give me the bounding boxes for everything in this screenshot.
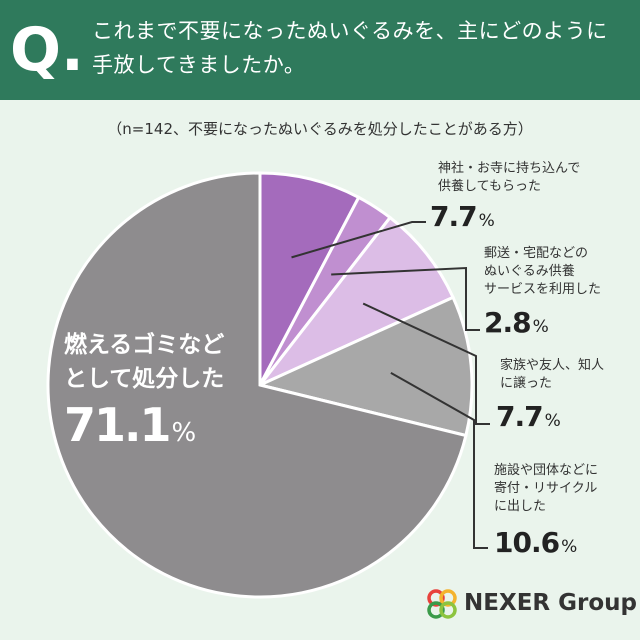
q-letter: Q. bbox=[10, 15, 84, 85]
question-header: Q. これまで不要になったぬいぐるみを、主にどのように 手放してきましたか。 bbox=[0, 0, 640, 100]
slice-value-unit: % bbox=[544, 411, 561, 431]
slice-value-number: 10.6 bbox=[494, 526, 560, 559]
slice-label-mail-service: 郵送・宅配などの ぬいぐるみ供養 サービスを利用した bbox=[484, 245, 601, 299]
slice-value-burnable-trash: 71.1% bbox=[64, 398, 196, 452]
pie-slice-burnable-trash bbox=[46, 171, 468, 599]
slice-label-line: として処分した bbox=[64, 366, 225, 392]
question-line-1: これまで不要になったぬいぐるみを、主にどのように bbox=[92, 19, 608, 43]
leader-line-shrine bbox=[291, 221, 426, 259]
pie-slice-shrine bbox=[258, 171, 361, 386]
slice-label-line: に出した bbox=[494, 499, 547, 514]
leader-line-give-away bbox=[362, 302, 490, 425]
slice-value-unit: % bbox=[478, 211, 495, 231]
slice-value-number: 71.1 bbox=[64, 398, 171, 452]
slice-label-shrine: 神社・お寺に持ち込んで 供養してもらった bbox=[438, 160, 580, 196]
question-line-2: 手放してきましたか。 bbox=[92, 53, 306, 77]
slice-label-donate: 施設や団体などに 寄付・リサイクル に出した bbox=[494, 462, 598, 516]
slice-value-donate: 10.6% bbox=[494, 526, 577, 559]
slice-value-shrine: 7.7% bbox=[430, 200, 495, 233]
slice-label-line: 郵送・宅配などの bbox=[484, 246, 589, 261]
pie-slice-donate bbox=[255, 295, 474, 438]
leader-line-donate bbox=[390, 371, 488, 549]
slice-value-unit: % bbox=[532, 317, 549, 337]
slice-label-line: 神社・お寺に持ち込んで bbox=[438, 161, 581, 176]
nexer-logo-text: NEXER Group bbox=[464, 590, 637, 616]
slice-value-give-away: 7.7% bbox=[496, 400, 561, 433]
slice-value-number: 7.7 bbox=[496, 400, 544, 433]
slice-value-unit: % bbox=[171, 418, 197, 448]
slice-label-line: 施設や団体などに bbox=[494, 463, 599, 478]
pie-slice-give-away bbox=[258, 215, 456, 387]
slice-label-burnable-trash: 燃えるゴミなど として処分した bbox=[64, 328, 224, 396]
nexer-logo: NEXER Group bbox=[424, 588, 637, 620]
slice-label-line: サービスを利用した bbox=[484, 282, 602, 297]
slice-label-line: 家族や友人、知人 bbox=[500, 358, 605, 373]
slice-label-line: 燃えるゴミなど bbox=[64, 332, 225, 358]
chart-subtitle: （n=142、不要になったぬいぐるみを処分したことがある方） bbox=[107, 120, 533, 138]
slice-label-give-away: 家族や友人、知人 に譲った bbox=[500, 357, 604, 393]
slice-label-line: 寄付・リサイクル bbox=[494, 481, 598, 496]
slice-value-unit: % bbox=[561, 537, 577, 557]
nexer-logo-icon bbox=[427, 589, 457, 619]
slice-value-mail-service: 2.8% bbox=[484, 306, 549, 339]
slice-value-number: 2.8 bbox=[484, 306, 532, 339]
slice-label-line: に譲った bbox=[500, 376, 553, 391]
leader-line-mail-service bbox=[331, 266, 480, 331]
slice-label-line: ぬいぐるみ供養 bbox=[484, 264, 575, 279]
question-text: これまで不要になったぬいぐるみを、主にどのように 手放してきましたか。 bbox=[92, 14, 632, 82]
slice-value-number: 7.7 bbox=[430, 200, 478, 233]
slice-label-line: 供養してもらった bbox=[438, 179, 541, 194]
